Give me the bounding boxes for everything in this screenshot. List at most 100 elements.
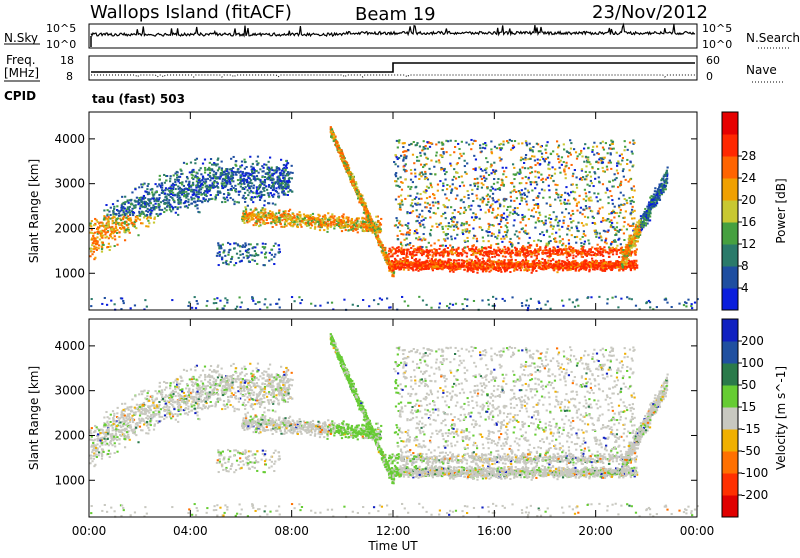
power-cell [152, 207, 154, 209]
power-cell [251, 213, 253, 215]
power-cell [615, 262, 617, 264]
power-cell [168, 202, 170, 204]
power-cell [195, 187, 197, 189]
power-cell [506, 269, 508, 271]
power-cell [343, 156, 345, 158]
power-cell [617, 264, 619, 266]
noise-right-tick-top: 10^5 [702, 22, 732, 35]
power-cell [131, 208, 133, 210]
power-cell [309, 223, 311, 225]
power-cell [358, 217, 360, 219]
power-cell [275, 212, 277, 214]
power-cell [255, 170, 257, 172]
power-cell [607, 265, 609, 267]
power-cell [170, 210, 172, 212]
power-cell [223, 197, 225, 199]
power-cell [243, 183, 245, 185]
power-cell [291, 191, 293, 193]
power-cell [161, 209, 163, 211]
power-cell [252, 192, 254, 194]
power-cell [393, 271, 395, 273]
power-cell [99, 225, 101, 227]
power-cell [268, 184, 270, 186]
power-cell [429, 260, 431, 262]
power-cell [340, 223, 342, 225]
power-cell [451, 252, 453, 254]
power-cell [211, 185, 213, 187]
power-cell [244, 175, 246, 177]
nave-label: Nave [746, 63, 777, 77]
power-cell [557, 264, 559, 266]
power-cell [375, 231, 377, 233]
power-cell [268, 186, 270, 188]
power-cell [455, 260, 457, 262]
power-cell [471, 263, 473, 265]
power-cell [204, 200, 206, 202]
power-cell [293, 223, 295, 225]
power-cell [519, 253, 521, 255]
power-cell [253, 178, 255, 180]
power-cell [288, 177, 290, 179]
power-cell [224, 171, 226, 173]
power-cell [174, 181, 176, 183]
power-cell [498, 267, 500, 269]
power-cell [256, 160, 258, 162]
power-cell [442, 251, 444, 253]
freq-left-tick-top: 18 [60, 54, 74, 67]
power-cell [509, 271, 511, 273]
power-cell [174, 179, 176, 181]
power-cell [608, 261, 610, 263]
power-cell [230, 197, 232, 199]
power-cell [187, 193, 189, 195]
power-cell [504, 246, 506, 248]
power-cell [492, 261, 494, 263]
power-cell [147, 185, 149, 187]
power-cell [142, 202, 144, 204]
power-cell [538, 262, 540, 264]
power-cell [389, 248, 391, 250]
power-cell [466, 261, 468, 263]
power-cell [241, 164, 243, 166]
power-cell [112, 203, 114, 205]
power-cell [354, 220, 356, 222]
power-cell [148, 199, 150, 201]
power-cell [278, 209, 280, 211]
power-cell [212, 177, 214, 179]
power-cell [515, 259, 517, 261]
power-cell [337, 148, 339, 150]
power-cell [196, 207, 198, 209]
power-cell [385, 259, 387, 261]
power-cell [107, 209, 109, 211]
power-cell [604, 262, 606, 264]
power-cell [243, 159, 245, 161]
power-cell [286, 215, 288, 217]
power-cell [282, 182, 284, 184]
power-cell [206, 185, 208, 187]
power-cell [634, 252, 636, 254]
power-cell [125, 229, 127, 231]
power-cell [227, 178, 229, 180]
power-cell [541, 258, 543, 260]
power-cell [152, 195, 154, 197]
power-cell [118, 212, 120, 214]
power-cell [286, 167, 288, 169]
power-cell [383, 255, 385, 257]
power-cell [270, 187, 272, 189]
power-cell [472, 254, 474, 256]
noise-panel: N.Sky 10^5 10^0 10^5 10^0 N.Search [4, 22, 800, 51]
power-cell [474, 264, 476, 266]
power-cell [213, 164, 215, 166]
power-cell [416, 251, 418, 253]
power-cell [283, 212, 285, 214]
power-cell [196, 180, 198, 182]
power-cell [345, 223, 347, 225]
power-cell [283, 192, 285, 194]
power-cell [209, 162, 211, 164]
power-cell [588, 269, 590, 271]
power-cell [116, 232, 118, 234]
power-cell [397, 266, 399, 268]
power-cell [447, 253, 449, 255]
power-cell [327, 212, 329, 214]
power-cell [331, 213, 333, 215]
power-cell [117, 210, 119, 212]
